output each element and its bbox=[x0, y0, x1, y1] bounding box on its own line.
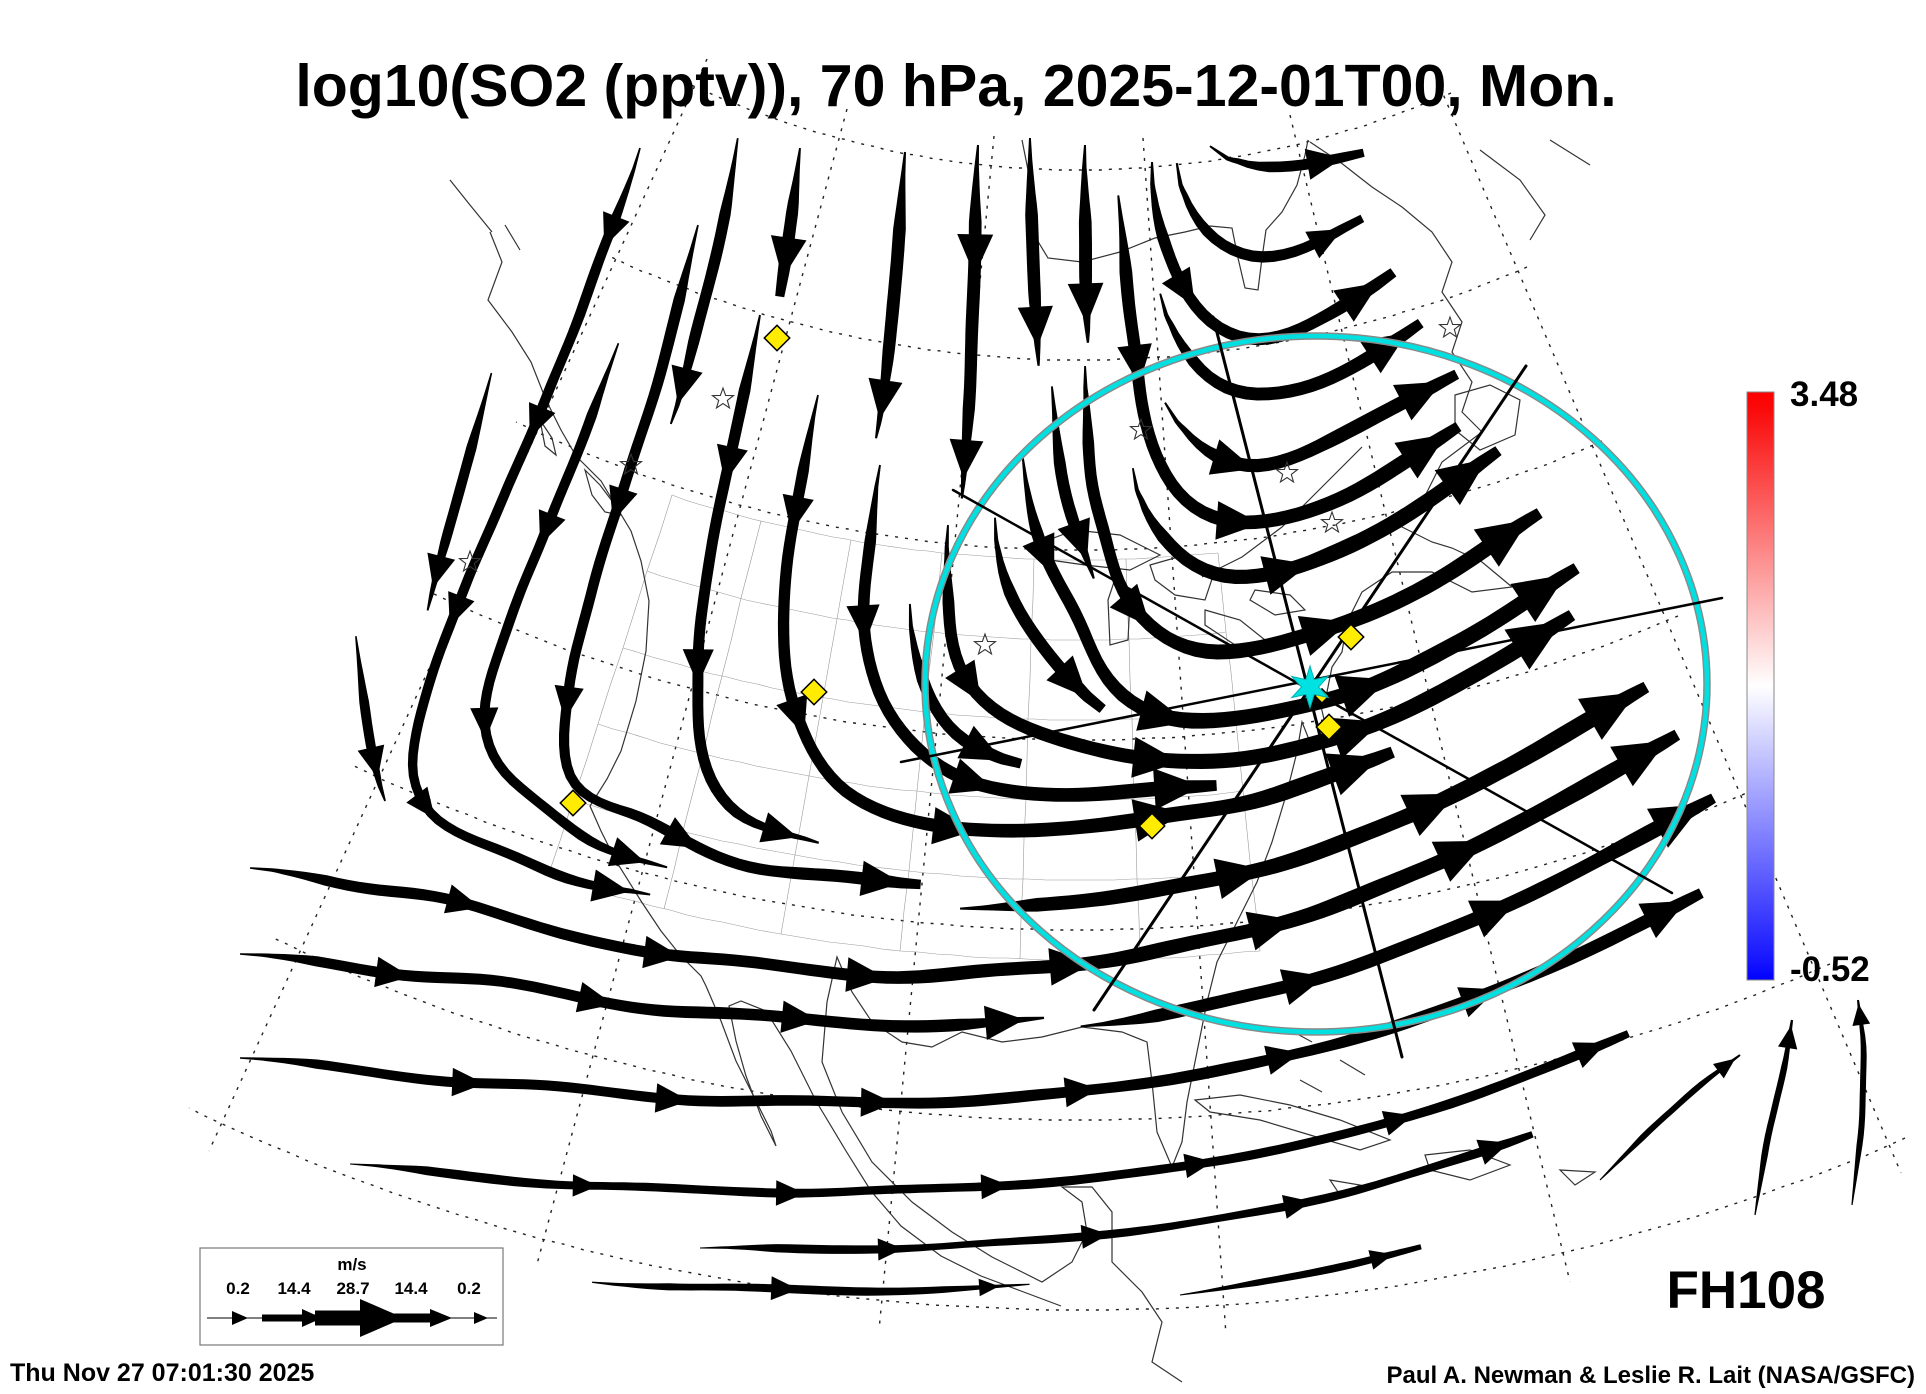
svg-text:m/s: m/s bbox=[337, 1255, 366, 1274]
svg-text:28.7: 28.7 bbox=[336, 1279, 369, 1298]
svg-text:log10(SO2 (pptv)), 70 hPa, 202: log10(SO2 (pptv)), 70 hPa, 2025-12-01T00… bbox=[295, 53, 1616, 119]
svg-text:0.2: 0.2 bbox=[457, 1279, 481, 1298]
svg-text:0.2: 0.2 bbox=[226, 1279, 250, 1298]
svg-text:14.4: 14.4 bbox=[277, 1279, 311, 1298]
svg-text:Thu Nov 27 07:01:30 2025: Thu Nov 27 07:01:30 2025 bbox=[10, 1359, 314, 1387]
svg-text:14.4: 14.4 bbox=[394, 1279, 428, 1298]
svg-text:-0.52: -0.52 bbox=[1790, 950, 1870, 989]
svg-text:Paul A. Newman & Leslie R. Lai: Paul A. Newman & Leslie R. Lait (NASA/GS… bbox=[1386, 1362, 1915, 1389]
svg-text:FH108: FH108 bbox=[1666, 1261, 1825, 1320]
svg-text:3.48: 3.48 bbox=[1790, 375, 1858, 414]
